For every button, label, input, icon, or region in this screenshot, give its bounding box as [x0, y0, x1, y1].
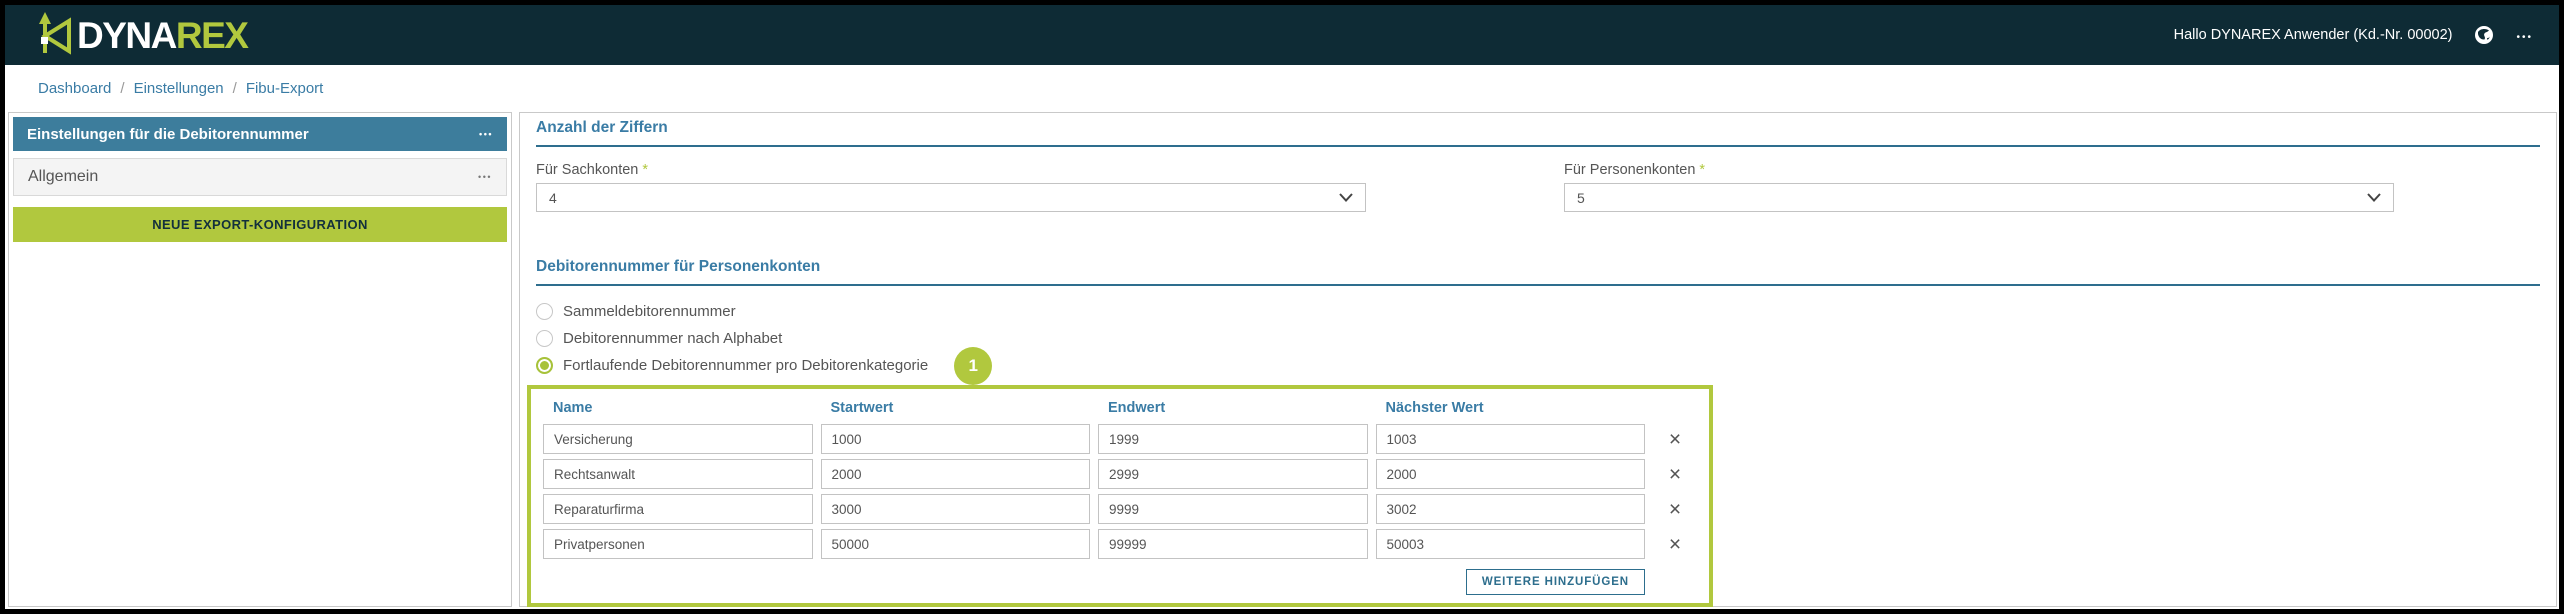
cell-input-end[interactable]: [1098, 424, 1368, 454]
logo-text: DYNAREX: [77, 14, 249, 56]
digit-fields: Für Sachkonten * 4 Für Personenkonten * …: [536, 161, 2540, 212]
cell-input-end[interactable]: [1098, 494, 1368, 524]
cell-input-next[interactable]: [1375, 529, 1645, 559]
radio-circle-selected-icon: [536, 357, 553, 374]
sachkonten-select[interactable]: 4: [536, 183, 1366, 212]
breadcrumb-link-fibu-export[interactable]: Fibu-Export: [245, 80, 324, 97]
table-body: × × × ×: [543, 424, 1697, 559]
cell-input-start[interactable]: [820, 529, 1090, 559]
column-header-name: Name: [553, 400, 593, 416]
sidebar-header-debitorennummer[interactable]: Einstellungen für die Debitorennummer ••…: [13, 117, 507, 151]
table-header-row: Name Startwert Endwert Nächster Wert: [543, 397, 1697, 419]
sidebar-item-menu-icon[interactable]: •••: [478, 172, 492, 182]
required-asterisk: *: [1699, 162, 1706, 178]
delete-row-button[interactable]: ×: [1668, 427, 1682, 451]
app-header: DYNAREX Hallo DYNAREX Anwender (Kd.-Nr. …: [5, 5, 2559, 65]
breadcrumb-separator: /: [120, 80, 125, 97]
section-debtor-number: Debitorennummer für Personenkonten Samme…: [527, 252, 2540, 607]
cell-input-start[interactable]: [820, 494, 1090, 524]
cell-input-name[interactable]: [543, 529, 813, 559]
column-header-startwert: Startwert: [830, 400, 894, 416]
chevron-down-icon: [2367, 189, 2381, 207]
cell-input-start[interactable]: [820, 424, 1090, 454]
radio-fortlaufende-debitorennummer[interactable]: Fortlaufende Debitorennummer pro Debitor…: [536, 346, 2540, 385]
cell-input-end[interactable]: [1098, 459, 1368, 489]
sidebar-item-label: Allgemein: [28, 168, 99, 185]
cell-input-start[interactable]: [820, 459, 1090, 489]
section-digit-count: Anzahl der Ziffern Für Sachkonten * 4 Fü…: [536, 113, 2540, 212]
radio-sammeldebitorennummer[interactable]: Sammeldebitorennummer: [536, 298, 2540, 325]
globe-icon[interactable]: [2474, 25, 2494, 45]
cell-input-name[interactable]: [543, 459, 813, 489]
table-row: ×: [543, 424, 1697, 454]
field-sachkonten: Für Sachkonten * 4: [536, 161, 1366, 212]
breadcrumb-link-dashboard[interactable]: Dashboard: [38, 80, 112, 97]
delete-row-button[interactable]: ×: [1668, 462, 1682, 486]
delete-row-button[interactable]: ×: [1668, 532, 1682, 556]
field-label: Für Sachkonten *: [536, 162, 649, 178]
cell-input-name[interactable]: [543, 494, 813, 524]
sidebar-header-menu-icon[interactable]: •••: [479, 129, 493, 139]
cell-input-end[interactable]: [1098, 529, 1368, 559]
table-footer: WEITERE HINZUFÜGEN: [543, 569, 1645, 595]
field-label: Für Personenkonten *: [1564, 162, 1706, 178]
section-title-anzahl-der-ziffern: Anzahl der Ziffern: [536, 113, 2540, 147]
dynarex-logo[interactable]: DYNAREX: [35, 11, 249, 60]
debtor-categories-box: Name Startwert Endwert Nächster Wert ×××…: [527, 385, 1713, 607]
breadcrumb-separator: /: [232, 80, 237, 97]
add-more-button[interactable]: WEITERE HINZUFÜGEN: [1465, 569, 1645, 595]
radio-circle-icon: [536, 303, 553, 320]
table-row: ×: [543, 529, 1697, 559]
column-header-endwert: Endwert: [1108, 400, 1166, 416]
sidebar-header-label: Einstellungen für die Debitorennummer: [27, 125, 309, 143]
header-menu-icon[interactable]: •••: [2516, 31, 2533, 43]
personenkonten-select[interactable]: 5: [1564, 183, 2394, 212]
main-panel: Anzahl der Ziffern Für Sachkonten * 4 Fü…: [519, 112, 2557, 607]
dynarex-logo-icon: [35, 11, 75, 60]
radio-circle-icon: [536, 330, 553, 347]
section-title-debitorennummer: Debitorennummer für Personenkonten: [536, 252, 2540, 286]
new-export-config-button[interactable]: NEUE EXPORT-KONFIGURATION: [13, 207, 507, 242]
header-right: Hallo DYNAREX Anwender (Kd.-Nr. 00002) •…: [2174, 25, 2533, 45]
step-badge: 1: [954, 346, 993, 385]
column-header-naechster-wert: Nächster Wert: [1385, 400, 1484, 416]
radio-debitorennummer-nach-alphabet[interactable]: Debitorennummer nach Alphabet: [536, 325, 2540, 352]
chevron-down-icon: [1339, 189, 1353, 207]
delete-row-button[interactable]: ×: [1668, 497, 1682, 521]
field-personenkonten: Für Personenkonten * 5: [1564, 161, 2394, 212]
required-asterisk: *: [642, 162, 649, 178]
breadcrumb-link-einstellungen[interactable]: Einstellungen: [133, 80, 224, 97]
cell-input-next[interactable]: [1375, 494, 1645, 524]
table-row: ×: [543, 494, 1697, 524]
sidebar-item-allgemein[interactable]: Allgemein •••: [13, 158, 507, 196]
cell-input-next[interactable]: [1375, 424, 1645, 454]
table-row: ×: [543, 459, 1697, 489]
debtor-number-options: Sammeldebitorennummer Debitorennummer na…: [536, 298, 2540, 385]
breadcrumb: Dashboard / Einstellungen / Fibu-Export: [5, 65, 2559, 112]
cell-input-name[interactable]: [543, 424, 813, 454]
sidebar: Einstellungen für die Debitorennummer ••…: [8, 112, 512, 607]
cell-input-next[interactable]: [1375, 459, 1645, 489]
user-greeting: Hallo DYNAREX Anwender (Kd.-Nr. 00002): [2173, 27, 2453, 43]
